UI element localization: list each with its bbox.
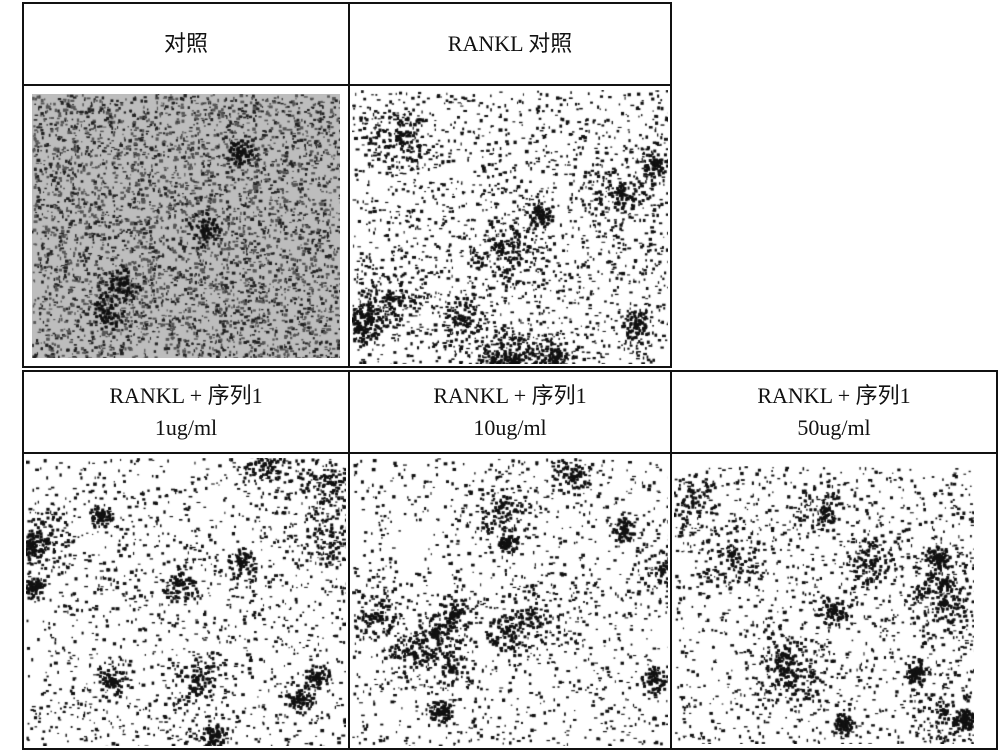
label-treatment: RANKL + 序列1 [433, 383, 587, 408]
micrograph-rankl-control [352, 90, 668, 364]
header-rankl-seq1-10ug: RANKL + 序列1 10ug/ml [348, 370, 672, 454]
label-concentration: 50ug/ml [797, 415, 871, 440]
label-concentration: 1ug/ml [154, 415, 218, 440]
image-cell-10ug [348, 452, 672, 750]
header-rankl-seq1-50ug: RANKL + 序列1 50ug/ml [670, 370, 998, 454]
micrograph-rankl-seq1-10ug [352, 458, 668, 746]
label-control: 对照 [163, 31, 208, 56]
header-rankl-control: RANKL 对照 [348, 2, 672, 86]
micrograph-control [32, 94, 340, 358]
header-rankl-seq1-1ug: RANKL + 序列1 1ug/ml [22, 370, 350, 454]
label-rankl-control: RANKL 对照 [447, 31, 573, 56]
header-control: 对照 [22, 2, 350, 86]
image-cell-50ug [670, 452, 998, 750]
micrograph-rankl-seq1-50ug [674, 466, 974, 744]
image-cell-1ug [22, 452, 350, 750]
image-cell-rankl-control [348, 84, 672, 368]
label-concentration: 10ug/ml [473, 415, 547, 440]
label-treatment: RANKL + 序列1 [109, 383, 263, 408]
micrograph-rankl-seq1-1ug [26, 458, 346, 746]
image-cell-control [22, 84, 350, 368]
label-treatment: RANKL + 序列1 [757, 383, 911, 408]
